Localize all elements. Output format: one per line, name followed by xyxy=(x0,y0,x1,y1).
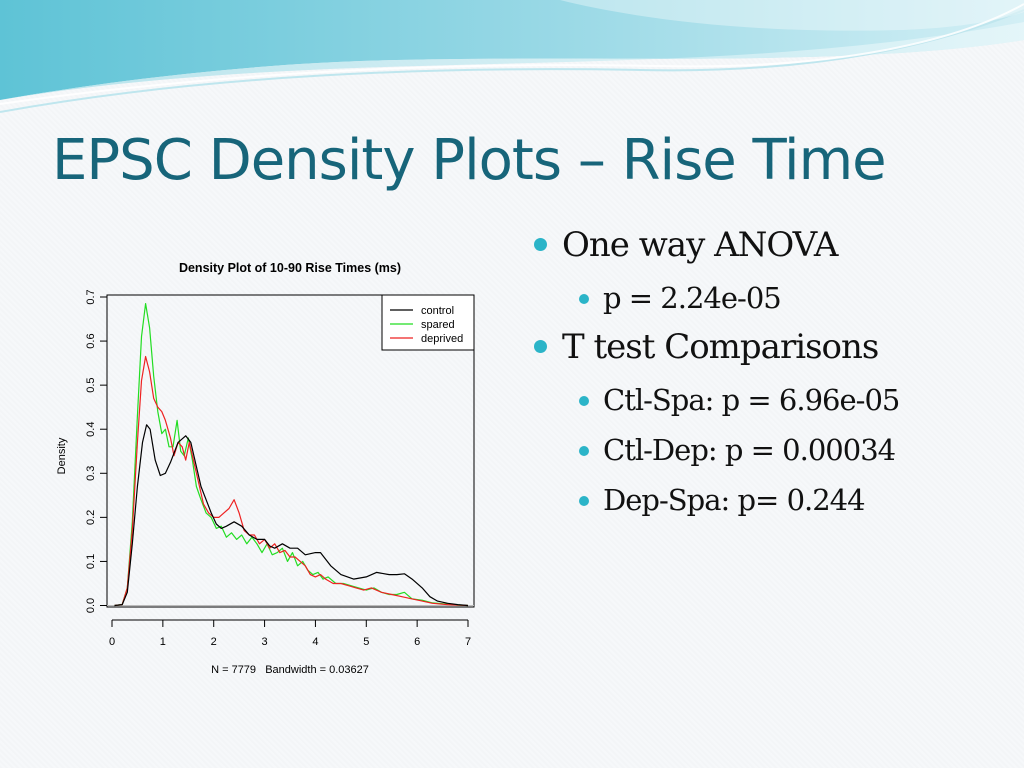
bullet-dot-icon xyxy=(579,396,589,406)
bullet-text: Dep-Spa: p= 0.244 xyxy=(603,483,866,517)
legend-box xyxy=(381,294,475,351)
bullet-text: p = 2.24e-05 xyxy=(603,281,782,315)
x-tick-label: 3 xyxy=(262,636,268,648)
y-axis: 0.0 0.1 0.2 0.3 0.4 0.5 0.6 0.7 xyxy=(85,289,107,613)
slide-title: EPSC Density Plots – Rise Time xyxy=(52,128,887,193)
x-tick-label: 2 xyxy=(211,636,217,648)
legend-label-deprived: deprived xyxy=(421,333,463,345)
y-axis-label: Density xyxy=(56,437,68,474)
bullet-text: Ctl-Spa: p = 6.96e-05 xyxy=(603,383,900,417)
density-chart-svg: Density Plot of 10-90 Rise Times (ms) De… xyxy=(56,261,475,676)
y-tick-label: 0.0 xyxy=(85,598,97,613)
series-lines xyxy=(114,302,469,607)
legend: control spared deprived xyxy=(381,294,475,351)
sub-bullet-item: Dep-Spa: p= 0.244 xyxy=(528,476,1008,526)
bullet-dot-icon xyxy=(579,496,589,506)
series-line-deprived xyxy=(114,355,469,607)
bullet-dot-icon xyxy=(534,340,547,353)
x-tick-label: 1 xyxy=(160,636,166,648)
x-axis: 0 1 2 3 4 5 6 7 xyxy=(109,619,471,648)
y-tick-label: 0.5 xyxy=(85,377,97,392)
bullet-item: T test Comparisons xyxy=(528,324,1008,376)
y-tick-label: 0.2 xyxy=(85,510,97,525)
legend-label-spared: spared xyxy=(421,319,455,331)
bullet-dot-icon xyxy=(534,238,547,251)
y-tick-label: 0.1 xyxy=(85,554,97,569)
sub-bullet-item: Ctl-Spa: p = 6.96e-05 xyxy=(528,376,1008,426)
y-tick-label: 0.6 xyxy=(85,333,97,348)
plot-frame xyxy=(106,294,475,608)
legend-label-control: control xyxy=(421,305,454,317)
bullet-text: Ctl-Dep: p = 0.00034 xyxy=(603,433,896,467)
x-axis-label: N = 7779 Bandwidth = 0.03627 xyxy=(211,664,369,676)
sub-bullet-item: Ctl-Dep: p = 0.00034 xyxy=(528,426,1008,476)
chart-title: Density Plot of 10-90 Rise Times (ms) xyxy=(179,261,401,275)
x-tick-label: 5 xyxy=(363,636,369,648)
sub-bullet-item: p = 2.24e-05 xyxy=(528,274,1008,324)
header-wave-banner xyxy=(0,0,1024,113)
bullet-item: One way ANOVA xyxy=(528,222,1008,274)
x-tick-label: 7 xyxy=(465,636,471,648)
y-tick-label: 0.3 xyxy=(85,466,97,481)
y-tick-label: 0.4 xyxy=(85,422,97,437)
bullet-text: T test Comparisons xyxy=(562,327,879,367)
y-tick-label: 0.7 xyxy=(85,289,97,304)
bullet-text: One way ANOVA xyxy=(562,225,838,265)
bullet-list: One way ANOVA p = 2.24e-05 T test Comparis… xyxy=(528,222,1008,526)
density-chart: Density Plot of 10-90 Rise Times (ms) De… xyxy=(44,250,492,680)
x-tick-label: 6 xyxy=(414,636,420,648)
x-tick-label: 4 xyxy=(312,636,318,648)
bullet-dot-icon xyxy=(579,294,589,304)
x-tick-label: 0 xyxy=(109,636,115,648)
bullet-dot-icon xyxy=(579,446,589,456)
series-line-control xyxy=(114,424,469,607)
